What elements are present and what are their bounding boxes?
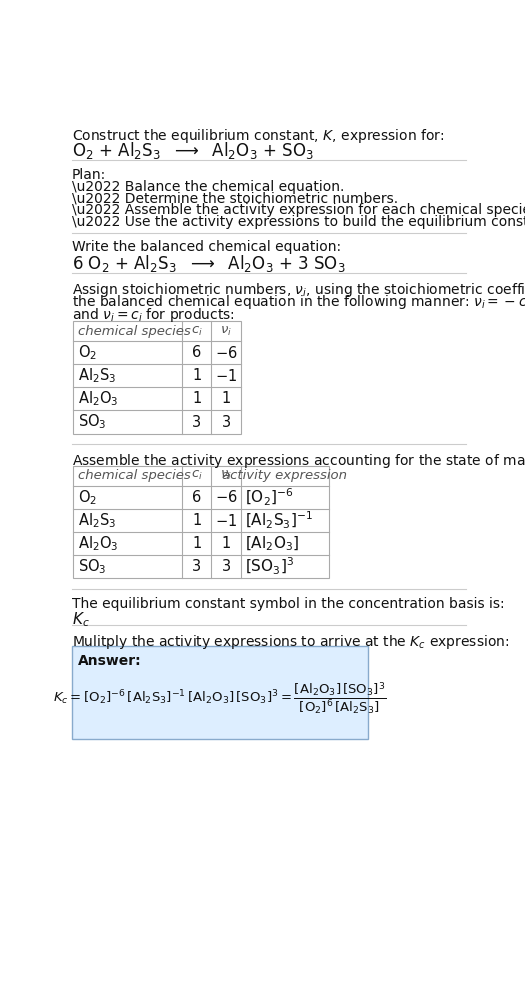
Text: Plan:: Plan: <box>72 168 106 181</box>
Text: 3: 3 <box>222 559 230 575</box>
Text: $[\mathrm{O}_2]^{-6}$: $[\mathrm{O}_2]^{-6}$ <box>245 487 294 508</box>
Text: chemical species: chemical species <box>78 470 191 483</box>
FancyBboxPatch shape <box>74 322 241 433</box>
Text: 1: 1 <box>192 391 201 406</box>
Text: \u2022 Balance the chemical equation.: \u2022 Balance the chemical equation. <box>72 180 344 195</box>
FancyBboxPatch shape <box>72 646 368 739</box>
Text: $-1$: $-1$ <box>215 513 237 528</box>
Text: chemical species: chemical species <box>78 325 191 338</box>
Text: the balanced chemical equation in the following manner: $\nu_i = -c_i$ for react: the balanced chemical equation in the fo… <box>72 293 525 311</box>
Text: 1: 1 <box>192 536 201 551</box>
Text: 3: 3 <box>222 414 230 429</box>
Text: $-6$: $-6$ <box>215 490 237 505</box>
Text: O$_2$ + Al$_2$S$_3$  $\longrightarrow$  Al$_2$O$_3$ + SO$_3$: O$_2$ + Al$_2$S$_3$ $\longrightarrow$ Al… <box>72 140 313 161</box>
Text: $c_i$: $c_i$ <box>191 325 203 338</box>
Text: $\nu_i$: $\nu_i$ <box>220 325 232 338</box>
Text: 6: 6 <box>192 345 201 360</box>
Text: and $\nu_i = c_i$ for products:: and $\nu_i = c_i$ for products: <box>72 305 235 324</box>
Text: \u2022 Assemble the activity expression for each chemical species.: \u2022 Assemble the activity expression … <box>72 204 525 218</box>
Text: $K_c$: $K_c$ <box>72 610 90 629</box>
Text: $\nu_i$: $\nu_i$ <box>220 470 232 483</box>
Text: 1: 1 <box>222 391 230 406</box>
Text: 3: 3 <box>192 559 201 575</box>
Text: The equilibrium constant symbol in the concentration basis is:: The equilibrium constant symbol in the c… <box>72 597 505 611</box>
Text: activity expression: activity expression <box>223 470 348 483</box>
Text: Al$_2$O$_3$: Al$_2$O$_3$ <box>78 534 119 553</box>
Text: 6 O$_2$ + Al$_2$S$_3$  $\longrightarrow$  Al$_2$O$_3$ + 3 SO$_3$: 6 O$_2$ + Al$_2$S$_3$ $\longrightarrow$ … <box>72 253 345 274</box>
Text: Al$_2$O$_3$: Al$_2$O$_3$ <box>78 389 119 408</box>
Text: $[\mathrm{Al}_2\mathrm{O}_3]$: $[\mathrm{Al}_2\mathrm{O}_3]$ <box>245 534 300 553</box>
Text: $c_i$: $c_i$ <box>191 470 203 483</box>
Text: 1: 1 <box>222 536 230 551</box>
Text: O$_2$: O$_2$ <box>78 344 97 362</box>
Text: 3: 3 <box>192 414 201 429</box>
FancyBboxPatch shape <box>74 466 329 579</box>
Text: SO$_3$: SO$_3$ <box>78 412 107 431</box>
Text: Answer:: Answer: <box>78 654 142 668</box>
Text: 1: 1 <box>192 368 201 383</box>
Text: $[\mathrm{Al}_2\mathrm{S}_3]^{-1}$: $[\mathrm{Al}_2\mathrm{S}_3]^{-1}$ <box>245 510 313 531</box>
Text: \u2022 Use the activity expressions to build the equilibrium constant expression: \u2022 Use the activity expressions to b… <box>72 215 525 229</box>
Text: $-6$: $-6$ <box>215 345 237 361</box>
Text: Mulitply the activity expressions to arrive at the $K_c$ expression:: Mulitply the activity expressions to arr… <box>72 633 509 651</box>
Text: Write the balanced chemical equation:: Write the balanced chemical equation: <box>72 240 341 254</box>
Text: O$_2$: O$_2$ <box>78 488 97 507</box>
Text: SO$_3$: SO$_3$ <box>78 557 107 577</box>
Text: Al$_2$S$_3$: Al$_2$S$_3$ <box>78 367 116 385</box>
Text: 6: 6 <box>192 490 201 505</box>
Text: $K_c = [\mathrm{O}_2]^{-6}\,[\mathrm{Al}_2\mathrm{S}_3]^{-1}\,[\mathrm{Al}_2\mat: $K_c = [\mathrm{O}_2]^{-6}\,[\mathrm{Al}… <box>53 680 386 717</box>
Text: Al$_2$S$_3$: Al$_2$S$_3$ <box>78 511 116 530</box>
Text: Construct the equilibrium constant, $K$, expression for:: Construct the equilibrium constant, $K$,… <box>72 127 444 145</box>
Text: $[\mathrm{SO}_3]^3$: $[\mathrm{SO}_3]^3$ <box>245 556 295 578</box>
Text: $-1$: $-1$ <box>215 368 237 384</box>
Text: Assign stoichiometric numbers, $\nu_i$, using the stoichiometric coefficients, $: Assign stoichiometric numbers, $\nu_i$, … <box>72 281 525 299</box>
Text: \u2022 Determine the stoichiometric numbers.: \u2022 Determine the stoichiometric numb… <box>72 192 398 206</box>
Text: 1: 1 <box>192 513 201 528</box>
Text: Assemble the activity expressions accounting for the state of matter and $\nu_i$: Assemble the activity expressions accoun… <box>72 452 525 470</box>
